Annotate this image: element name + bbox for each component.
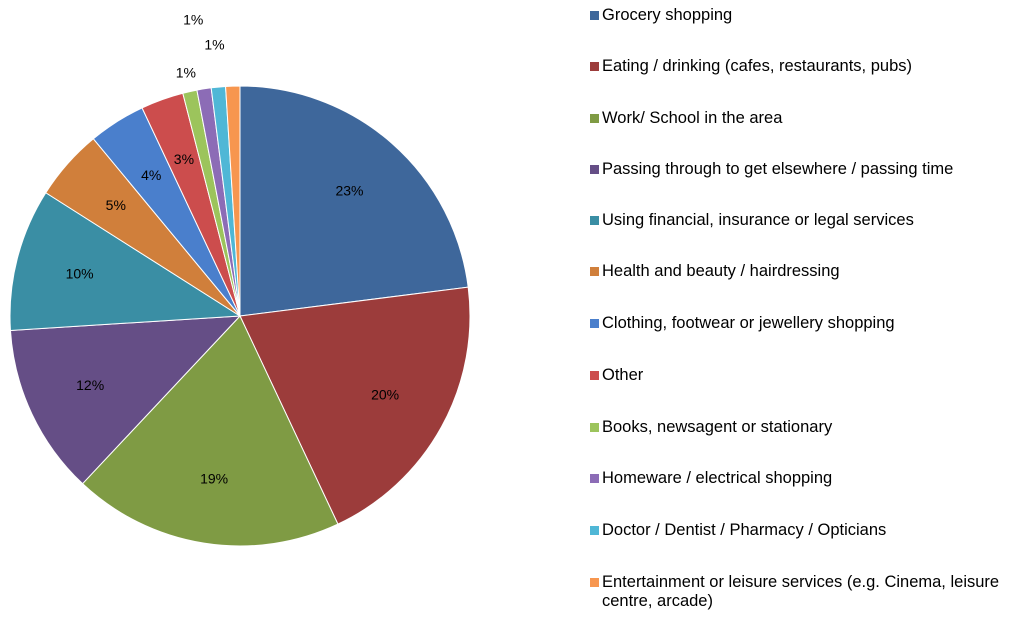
data-label: 4% (141, 167, 161, 183)
legend-item: Homeware / electrical shopping (590, 469, 1034, 488)
legend-label: Health and beauty / hairdressing (602, 262, 840, 280)
legend-item: Passing through to get elsewhere / passi… (590, 160, 1034, 179)
data-label: 10% (66, 266, 94, 282)
legend-item: Clothing, footwear or jewellery shopping (590, 314, 1034, 333)
legend-label: Passing through to get elsewhere / passi… (602, 160, 954, 178)
legend-swatch (590, 371, 599, 380)
legend-item: Work/ School in the area (590, 109, 1034, 128)
legend-label: Homeware / electrical shopping (602, 469, 833, 487)
legend-swatch (590, 526, 599, 535)
data-label: 1% (220, 0, 240, 1)
legend-label: Work/ School in the area (602, 109, 783, 127)
legend-label: Entertainment or leisure services (e.g. … (602, 573, 1000, 610)
data-label: 23% (335, 182, 363, 198)
pie-slice (239, 286, 471, 525)
legend-swatch (590, 114, 599, 123)
data-label: 1% (176, 64, 196, 80)
data-label: 19% (200, 470, 228, 486)
legend-item: Health and beauty / hairdressing (590, 262, 1034, 281)
legend-label: Using financial, insurance or legal serv… (602, 211, 914, 229)
data-label: 5% (106, 197, 126, 213)
data-label: 20% (371, 386, 399, 402)
data-label: 1% (183, 11, 203, 27)
legend-label: Doctor / Dentist / Pharmacy / Opticians (602, 521, 887, 539)
legend-item: Grocery shopping (590, 6, 1034, 25)
legend-item: Eating / drinking (cafes, restaurants, p… (590, 57, 1034, 76)
legend-swatch (590, 11, 599, 20)
data-label: 3% (174, 151, 194, 167)
legend-swatch (590, 423, 599, 432)
legend-label: Clothing, footwear or jewellery shopping (602, 314, 895, 332)
legend-item: Doctor / Dentist / Pharmacy / Opticians (590, 521, 1034, 540)
pie-chart: 23%20%19%12%10%5%4%3%1%1%1%1% (9, 0, 471, 547)
legend-swatch (590, 578, 599, 587)
legend-swatch (590, 319, 599, 328)
legend-label: Eating / drinking (cafes, restaurants, p… (602, 57, 912, 75)
data-label: 1% (204, 37, 224, 53)
pie-slice (225, 85, 241, 317)
legend-label: Books, newsagent or stationary (602, 418, 833, 436)
legend-swatch (590, 474, 599, 483)
legend-label: Grocery shopping (602, 6, 733, 24)
legend-item: Other (590, 366, 1034, 385)
legend-label: Other (602, 366, 644, 384)
pie-slice (239, 85, 469, 317)
legend-item: Entertainment or leisure services (e.g. … (590, 573, 1034, 611)
legend-swatch (590, 267, 599, 276)
legend-swatch (590, 165, 599, 174)
pie-slice (9, 315, 242, 485)
pie-slice (81, 315, 339, 547)
pie-slice (9, 192, 242, 331)
data-label: 12% (76, 377, 104, 393)
legend-item: Using financial, insurance or legal serv… (590, 211, 1034, 230)
legend-swatch (590, 216, 599, 225)
legend-swatch (590, 62, 599, 71)
legend-item: Books, newsagent or stationary (590, 418, 1034, 437)
